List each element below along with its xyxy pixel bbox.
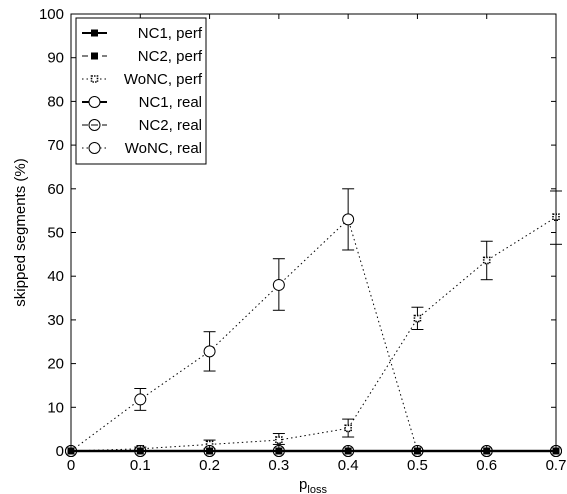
x-tick-label: 0.5 xyxy=(407,457,428,474)
data-point xyxy=(203,345,216,358)
data-point xyxy=(413,314,422,323)
y-tick-label: 100 xyxy=(39,6,64,23)
data-point xyxy=(205,440,214,449)
y-tick-label: 60 xyxy=(47,181,64,198)
legend-marker xyxy=(91,52,98,60)
legend-box xyxy=(75,17,207,165)
data-point xyxy=(272,278,285,291)
plot-area xyxy=(65,188,562,457)
series-line xyxy=(70,216,557,452)
x-axis-title-subscript: loss xyxy=(307,484,327,494)
series-5 xyxy=(65,188,562,457)
legend-entry-0: NC1, perf xyxy=(82,25,203,42)
legend-entry-1: NC2, perf xyxy=(82,48,203,65)
legend-marker xyxy=(88,119,101,131)
legend-label: NC2, perf xyxy=(138,48,203,65)
x-tick-label: 0.4 xyxy=(338,457,359,474)
legend-marker xyxy=(91,29,98,37)
series-2 xyxy=(67,190,562,455)
data-point xyxy=(342,213,355,226)
x-tick-label: 0.1 xyxy=(130,457,151,474)
x-tick-label: 0 xyxy=(67,457,75,474)
legend-label: NC1, real xyxy=(139,94,202,111)
y-tick-label: 40 xyxy=(47,268,64,285)
x-axis-title-main: p xyxy=(299,476,307,493)
x-tick-label: 0.3 xyxy=(268,457,289,474)
legend-entry-3: NC1, real xyxy=(82,94,202,111)
x-tick-label: 0.7 xyxy=(546,457,567,474)
x-axis-title: ploss xyxy=(299,476,327,494)
legend-entry-4: NC2, real xyxy=(82,117,202,134)
y-tick-label: 10 xyxy=(47,399,64,416)
legend-label: NC2, real xyxy=(139,117,202,134)
y-tick-label: 20 xyxy=(47,356,64,373)
data-point xyxy=(275,436,283,444)
y-tick-label: 30 xyxy=(47,312,64,329)
data-point xyxy=(482,256,491,265)
y-tick-label: 70 xyxy=(47,137,64,154)
legend-label: NC1, perf xyxy=(138,25,203,42)
axes: 0 0.1 0.2 0.3 0.4 0.5 0.6 0.7 0 10 20 30 40 50 60 70 80 9… xyxy=(12,6,566,494)
y-tick-label: 90 xyxy=(47,50,64,67)
y-tick-label: 0 xyxy=(56,443,64,460)
x-tick-label: 0.2 xyxy=(199,457,220,474)
legend-entry-2: WoNC, perf xyxy=(82,71,203,88)
y-tick-label: 50 xyxy=(47,225,64,242)
data-point xyxy=(344,424,352,433)
legend-marker xyxy=(90,75,99,83)
y-axis-title: skipped segments (%) xyxy=(12,158,29,306)
series-line xyxy=(70,218,556,452)
legend-marker xyxy=(88,142,101,154)
legend-marker xyxy=(88,96,101,108)
legend-entry-5: WoNC, real xyxy=(82,140,202,157)
legend-label: WoNC, real xyxy=(125,140,202,157)
data-point xyxy=(134,393,147,406)
legend-label: WoNC, perf xyxy=(124,71,203,88)
y-tick-label: 80 xyxy=(47,93,64,110)
x-tick-label: 0.6 xyxy=(476,457,497,474)
legend: NC1, perf NC2, perf WoNC, perf NC1, real NC2… xyxy=(75,17,207,165)
